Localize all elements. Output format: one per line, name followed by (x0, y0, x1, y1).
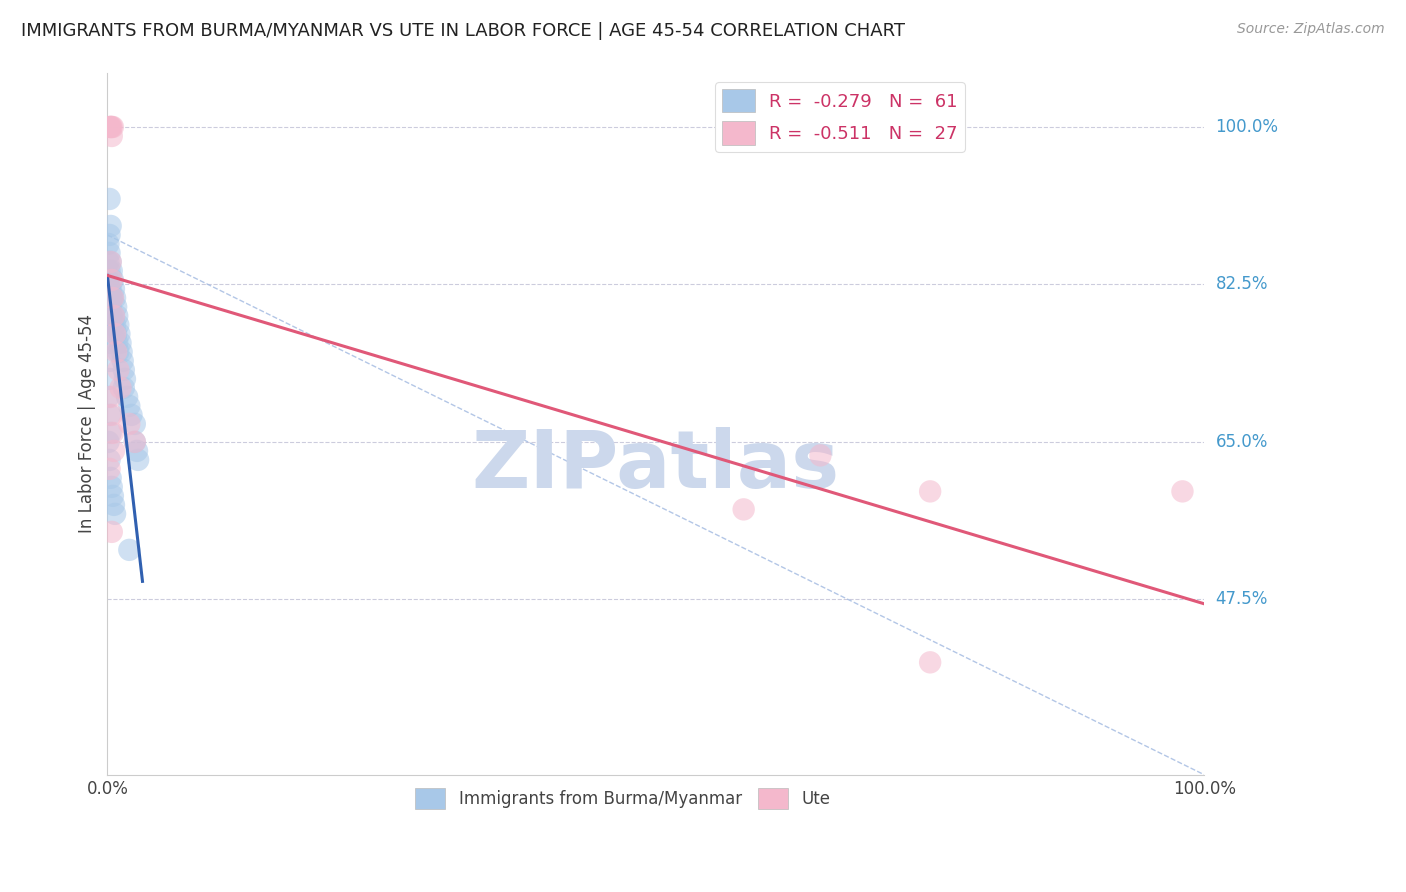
Point (127, 453, 149, 467)
Point (107, 345, 129, 359)
Point (121, 408, 143, 422)
Point (97, 236, 120, 251)
Point (100, 273, 122, 287)
Point (115, 390, 138, 404)
Point (97, 390, 120, 404)
Point (98, 335, 121, 350)
Point (118, 417, 141, 431)
Point (100, 128, 122, 143)
Point (125, 443, 148, 458)
Point (1171, 484, 1194, 499)
Point (97, 291, 120, 305)
Point (98, 408, 121, 422)
Point (97, 434, 120, 449)
Text: 100.0%: 100.0% (1216, 118, 1278, 136)
Point (100, 255, 122, 269)
Point (105, 326, 128, 341)
Point (103, 443, 125, 458)
Point (100, 282, 122, 296)
Point (103, 309, 125, 323)
Point (98, 192, 121, 206)
Point (98, 300, 121, 314)
Text: ZIPatlas: ZIPatlas (472, 427, 839, 505)
Point (112, 381, 135, 395)
Point (105, 335, 128, 350)
Point (810, 449, 832, 463)
Point (112, 363, 135, 377)
Point (100, 425, 122, 440)
Point (98, 318, 121, 332)
Point (101, 489, 124, 503)
Text: Source: ZipAtlas.com: Source: ZipAtlas.com (1237, 22, 1385, 37)
Point (111, 345, 134, 359)
Point (103, 498, 125, 512)
Point (118, 399, 141, 413)
Point (98, 246, 121, 260)
Point (101, 120, 124, 134)
Point (100, 120, 122, 134)
Point (105, 345, 128, 359)
Point (100, 471, 122, 485)
Text: 65.0%: 65.0% (1216, 433, 1268, 450)
Point (97, 309, 120, 323)
Point (107, 363, 129, 377)
Point (101, 425, 124, 440)
Point (100, 480, 122, 494)
Point (98, 462, 121, 476)
Point (100, 120, 122, 134)
Legend: Immigrants from Burma/Myanmar, Ute: Immigrants from Burma/Myanmar, Ute (409, 780, 838, 815)
Point (733, 502, 755, 516)
Point (103, 282, 125, 296)
Text: 47.5%: 47.5% (1216, 591, 1268, 608)
Point (101, 318, 124, 332)
Point (100, 309, 122, 323)
Point (111, 354, 134, 368)
Point (100, 264, 122, 278)
Point (100, 300, 122, 314)
Point (98, 227, 121, 242)
Point (97, 255, 120, 269)
Point (98, 453, 121, 467)
Point (100, 120, 122, 134)
Point (920, 484, 942, 499)
Point (920, 656, 942, 670)
Point (104, 291, 127, 305)
Point (110, 335, 132, 350)
Point (104, 326, 127, 341)
Point (118, 542, 141, 557)
Point (98, 354, 121, 368)
Point (104, 318, 127, 332)
Point (107, 318, 129, 332)
Point (100, 524, 122, 539)
Point (110, 381, 132, 395)
Point (100, 408, 122, 422)
Point (98, 264, 121, 278)
Point (100, 255, 122, 269)
Point (101, 291, 124, 305)
Point (101, 291, 124, 305)
Point (100, 219, 122, 233)
Point (98, 120, 121, 134)
Point (114, 372, 136, 386)
Point (104, 507, 127, 521)
Point (100, 318, 122, 332)
Point (105, 300, 128, 314)
Point (124, 434, 146, 449)
Y-axis label: In Labor Force | Age 45-54: In Labor Force | Age 45-54 (79, 314, 96, 533)
Point (98, 372, 121, 386)
Point (103, 309, 125, 323)
Point (100, 291, 122, 305)
Point (108, 326, 131, 341)
Point (124, 417, 146, 431)
Point (97, 273, 120, 287)
Point (124, 434, 146, 449)
Point (98, 282, 121, 296)
Point (100, 390, 122, 404)
Text: IMMIGRANTS FROM BURMA/MYANMAR VS UTE IN LABOR FORCE | AGE 45-54 CORRELATION CHAR: IMMIGRANTS FROM BURMA/MYANMAR VS UTE IN … (21, 22, 905, 40)
Text: 82.5%: 82.5% (1216, 276, 1268, 293)
Point (105, 309, 128, 323)
Point (101, 273, 124, 287)
